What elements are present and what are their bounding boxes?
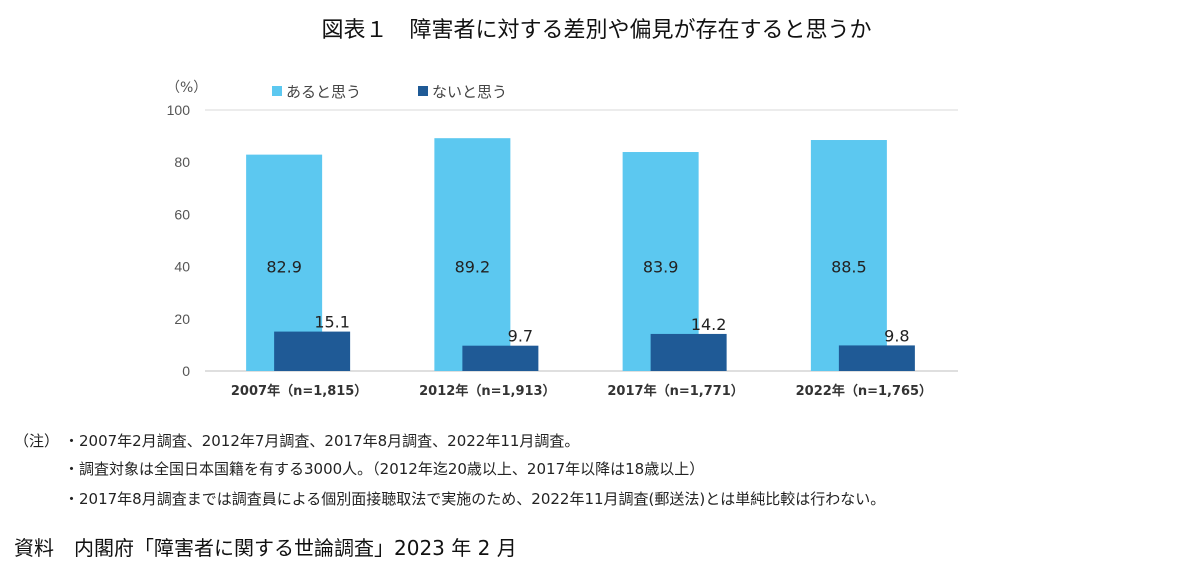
notes-label: （注） (14, 432, 60, 450)
bar-nai (462, 345, 539, 371)
y-tick-label: 60 (174, 206, 190, 222)
y-axis-unit: （%） (166, 80, 207, 96)
data-label: 15.1 (314, 313, 350, 332)
x-tick-label: 2007年（n=1,815） (231, 383, 367, 399)
bar-aru (434, 138, 511, 371)
bar-chart: 0 20 40 60 80 100 （%） あると思う ないと思う 82.9 15.1 2007年（n… (166, 80, 958, 399)
note-line: ・2007年2月調査、2012年7月調査、2017年8月調査、2022年11月調… (64, 432, 580, 450)
data-label: 83.9 (643, 258, 679, 277)
y-tick-label: 80 (174, 154, 190, 170)
bar-nai (274, 331, 351, 371)
legend-swatch (418, 86, 428, 96)
legend-label: ないと思う (432, 83, 507, 101)
bar-nai (650, 333, 727, 371)
bar-aru (810, 140, 887, 371)
data-label: 9.8 (884, 326, 909, 345)
chart-title: 図表１ 障害者に対する差別や偏見が存在すると思うか (321, 18, 872, 43)
y-tick-label: 0 (182, 363, 190, 379)
data-label: 14.2 (691, 315, 727, 334)
x-tick-label: 2017年（n=1,771） (607, 383, 743, 399)
note-line: ・2017年8月調査までは調査員による個別面接聴取法で実施のため、2022年11… (64, 490, 886, 508)
data-label: 89.2 (455, 258, 491, 277)
legend-swatch (272, 86, 282, 96)
x-tick-label: 2012年（n=1,913） (419, 383, 555, 399)
y-tick-label: 40 (174, 259, 190, 275)
x-tick-label: 2022年（n=1,765） (796, 383, 932, 399)
data-label: 82.9 (266, 258, 302, 277)
data-label: 88.5 (831, 258, 867, 277)
y-tick-label: 20 (174, 311, 190, 327)
bar-nai (838, 345, 915, 371)
legend-label: あると思う (286, 83, 361, 101)
y-tick-label: 100 (167, 102, 191, 118)
source-text: 資料 内閣府「障害者に関する世論調査」2023 年 2 月 (14, 536, 517, 560)
note-line: ・調査対象は全国日本国籍を有する3000人。（2012年迄20歳以上、2017年… (64, 460, 705, 478)
data-label: 9.7 (508, 327, 533, 346)
